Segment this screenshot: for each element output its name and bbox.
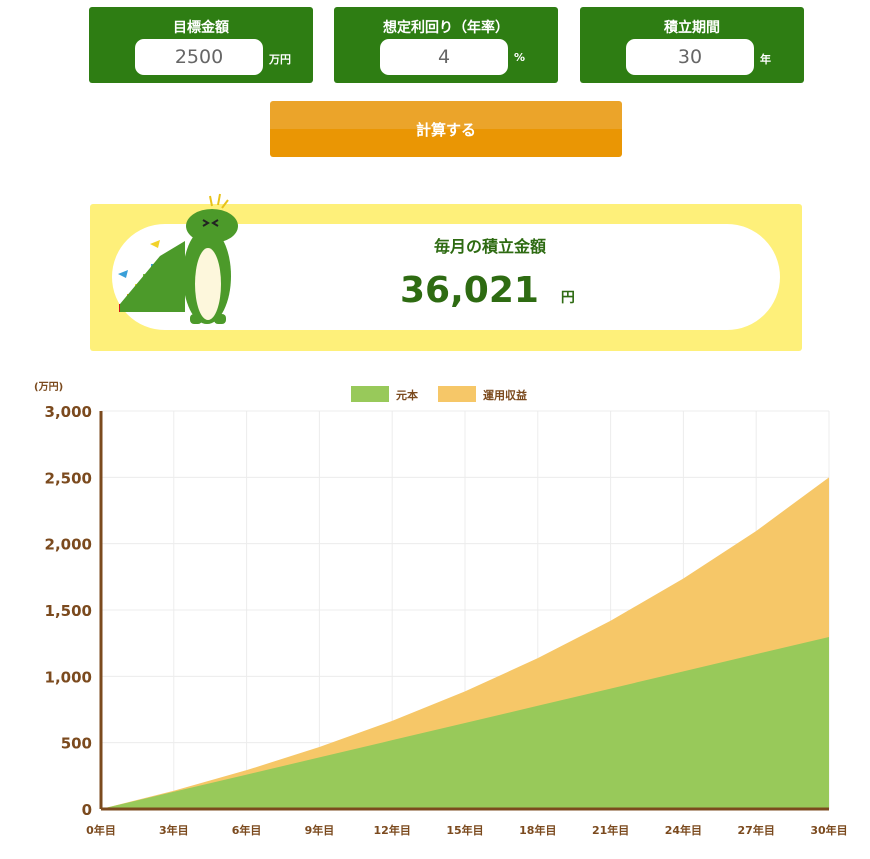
x-tick-label: 18年目 — [519, 823, 556, 837]
legend-label-gains: 運用収益 — [483, 388, 527, 402]
legend-swatch-gains — [438, 386, 476, 402]
y-tick-label: 3,000 — [45, 403, 92, 421]
x-tick-label: 12年目 — [374, 823, 411, 837]
x-tick-label: 30年目 — [810, 823, 847, 837]
y-tick-label: 1,500 — [45, 602, 92, 620]
x-tick-label: 27年目 — [738, 823, 775, 837]
y-tick-label: 1,000 — [45, 668, 92, 686]
period-label: 積立期間 — [664, 20, 720, 36]
savings-area-chart: (万円) 元本 運用収益 0 500 1,000 1,500 2,000 2,500 3,0… — [34, 381, 848, 837]
legend-swatch-principal — [351, 386, 389, 402]
monthly-amount: 36,021 円 — [400, 268, 575, 314]
calculate-button[interactable]: 計算する — [270, 101, 622, 157]
x-tick-label: 24年目 — [665, 823, 702, 837]
mascot-crocodile-illustration — [118, 193, 238, 324]
target-amount-label: 目標金額 — [173, 20, 229, 36]
x-tick-label: 21年目 — [592, 823, 629, 837]
x-tick-label: 0年目 — [86, 823, 116, 837]
y-tick-label: 2,000 — [45, 536, 92, 554]
y-tick-label: 2,500 — [45, 469, 92, 487]
monthly-amount-unit: 円 — [560, 290, 575, 306]
period-panel: 積立期間 年 — [580, 7, 804, 83]
x-tick-label: 15年目 — [446, 823, 483, 837]
period-input[interactable] — [626, 39, 754, 75]
y-tick-label: 0 — [82, 801, 92, 819]
target-amount-input[interactable] — [135, 39, 263, 75]
target-amount-panel: 目標金額 万円 — [89, 7, 313, 83]
rate-label: 想定利回り（年率） — [383, 20, 509, 36]
x-tick-label: 9年目 — [305, 823, 335, 837]
x-tick-label: 6年目 — [232, 823, 262, 837]
x-tick-label: 3年目 — [159, 823, 189, 837]
rate-unit: % — [514, 51, 526, 64]
monthly-amount-value: 36,021 — [400, 270, 539, 311]
target-amount-unit: 万円 — [269, 53, 291, 66]
y-unit-label: (万円) — [34, 381, 63, 393]
y-tick-label: 500 — [61, 735, 92, 753]
rate-input[interactable] — [380, 39, 508, 75]
period-unit: 年 — [760, 53, 771, 66]
legend-label-principal: 元本 — [396, 388, 418, 402]
rate-panel: 想定利回り（年率） % — [334, 7, 558, 83]
result-title: 毎月の積立金額 — [433, 237, 546, 256]
